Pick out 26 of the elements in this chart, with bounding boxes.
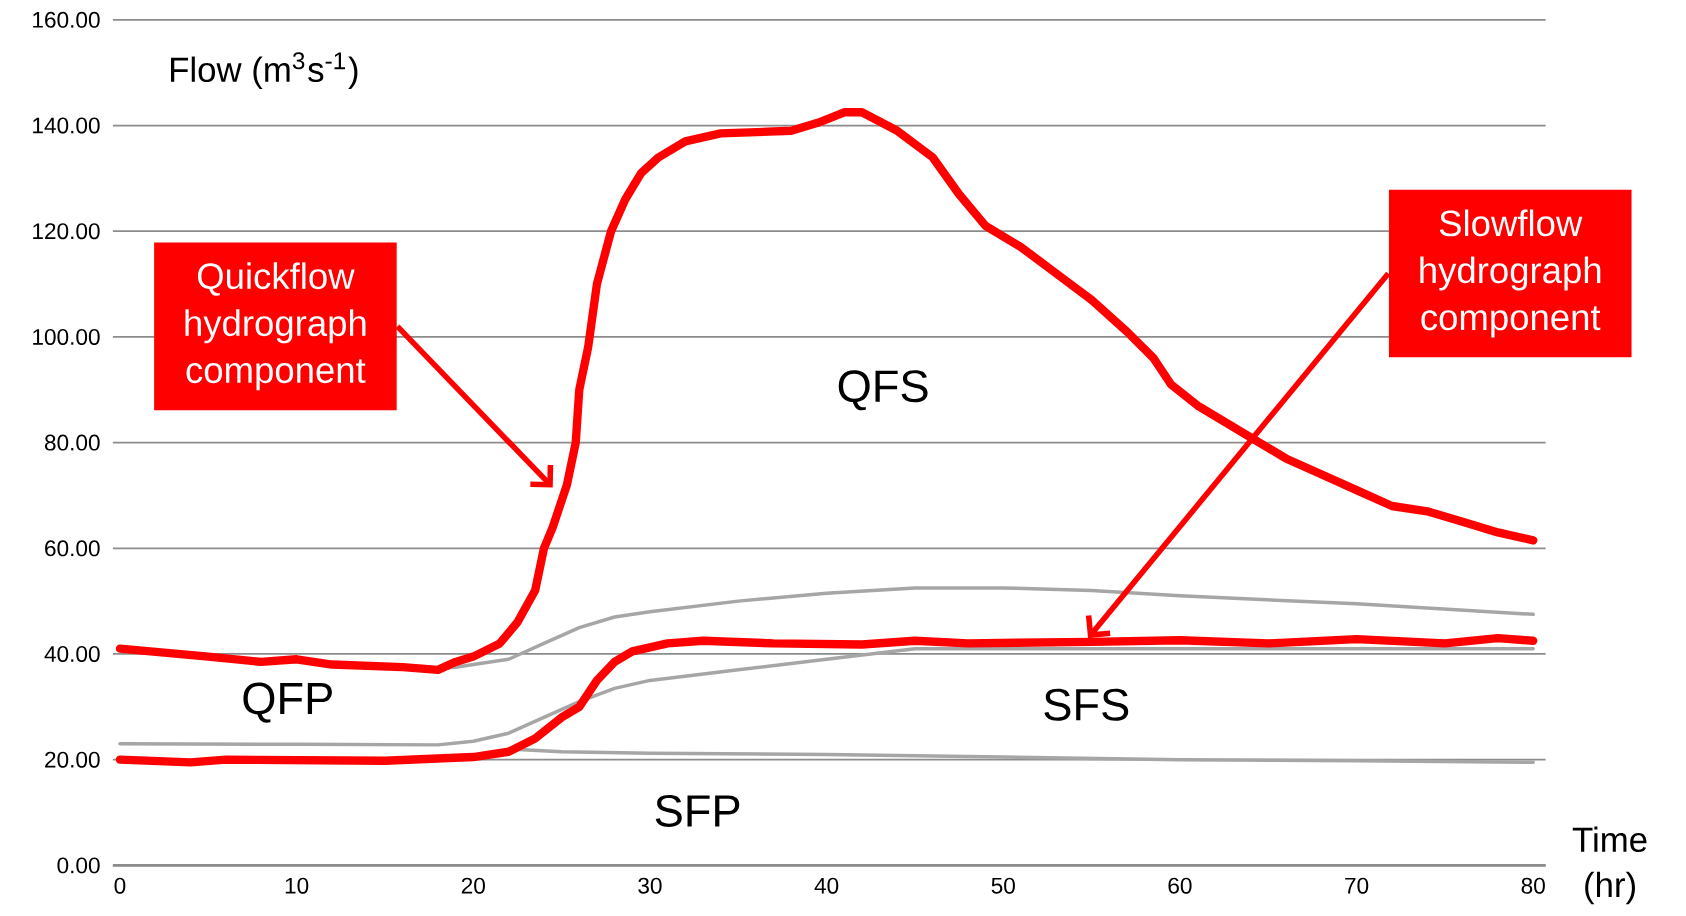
y-tick-label: 100.00: [33, 329, 100, 345]
x-tick-label: 30: [638, 877, 662, 894]
y-tick-label: 140.00: [33, 117, 100, 134]
y-tick-label: 160.00: [33, 11, 100, 28]
y-tick-label: 60.00: [45, 540, 100, 557]
y-tick-label: 120.00: [33, 223, 100, 240]
y-tick-label: 20.00: [45, 751, 100, 768]
x-tick-label: 40: [814, 877, 839, 894]
annotation: SFP: [655, 795, 740, 828]
x-tick-label: 80: [1521, 877, 1545, 894]
x-tick-label: 70: [1345, 877, 1369, 894]
x-tick-label: 50: [991, 877, 1015, 894]
y-tick-label: 80.00: [44, 434, 100, 451]
y-tick-label: 0.00: [57, 857, 100, 874]
annotation: SFS: [1044, 688, 1129, 721]
x-tick-label: 0: [114, 877, 126, 894]
x-tick-label: 10: [285, 877, 309, 894]
x-tick-label: 20: [461, 877, 485, 894]
x-axis-title: Time (hr): [1572, 826, 1647, 905]
annotation: Quickflow hydrograph component: [185, 262, 366, 391]
annotation: Slowflow hydrograph component: [1420, 209, 1601, 338]
annotation: QFP: [243, 682, 332, 723]
y-tick-label: 40.00: [44, 646, 100, 663]
annotation: QFS: [838, 370, 928, 411]
y-axis-title: Flow (m$^{3}$s$^{-1}$): [171, 52, 358, 90]
x-tick-label: 60: [1168, 877, 1192, 894]
